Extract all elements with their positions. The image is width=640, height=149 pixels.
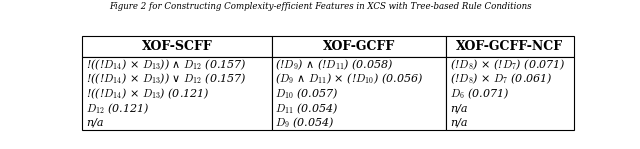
- Text: ($D_9$ ∧ $D_{11}$) × (!$D_{10}$) (0.056): ($D_9$ ∧ $D_{11}$) × (!$D_{10}$) (0.056): [275, 72, 424, 86]
- Polygon shape: [83, 36, 271, 57]
- Polygon shape: [83, 57, 271, 130]
- Text: (!$D_8$) × (!$D_7$) (0.071): (!$D_8$) × (!$D_7$) (0.071): [450, 57, 566, 72]
- Text: !((!$D_{14}$) × $D_{13}$)) ∧ $D_{12}$ (0.157): !((!$D_{14}$) × $D_{13}$)) ∧ $D_{12}$ (0…: [86, 57, 247, 72]
- Text: $D_6$ (0.071): $D_6$ (0.071): [450, 86, 509, 101]
- Polygon shape: [271, 36, 446, 57]
- Polygon shape: [271, 57, 446, 130]
- Text: XOF-GCFF: XOF-GCFF: [323, 40, 395, 53]
- Text: !((!$D_{14}$) × $D_{13}$) (0.121): !((!$D_{14}$) × $D_{13}$) (0.121): [86, 86, 210, 101]
- Text: $D_{12}$ (0.121): $D_{12}$ (0.121): [86, 101, 150, 116]
- Text: $D_{11}$ (0.054): $D_{11}$ (0.054): [275, 101, 339, 116]
- Text: n/a: n/a: [450, 118, 467, 128]
- Text: !((!$D_{14}$) × $D_{13}$)) ∨ $D_{12}$ (0.157): !((!$D_{14}$) × $D_{13}$)) ∨ $D_{12}$ (0…: [86, 72, 247, 86]
- Text: (!$D_9$) ∧ (!$D_{11}$) (0.058): (!$D_9$) ∧ (!$D_{11}$) (0.058): [275, 57, 394, 72]
- Text: n/a: n/a: [450, 103, 467, 113]
- Text: $D_{10}$ (0.057): $D_{10}$ (0.057): [275, 86, 339, 101]
- Text: $D_9$ (0.054): $D_9$ (0.054): [275, 116, 335, 130]
- Polygon shape: [446, 36, 573, 57]
- Text: XOF-GCFF-NCF: XOF-GCFF-NCF: [456, 40, 563, 53]
- Text: n/a: n/a: [86, 118, 104, 128]
- Text: Figure 2 for Constructing Complexity-efficient Features in XCS with Tree-based R: Figure 2 for Constructing Complexity-eff…: [109, 2, 531, 11]
- Text: XOF-SCFF: XOF-SCFF: [141, 40, 212, 53]
- Polygon shape: [446, 57, 573, 130]
- Text: (!$D_8$) × $D_7$ (0.061): (!$D_8$) × $D_7$ (0.061): [450, 72, 552, 86]
